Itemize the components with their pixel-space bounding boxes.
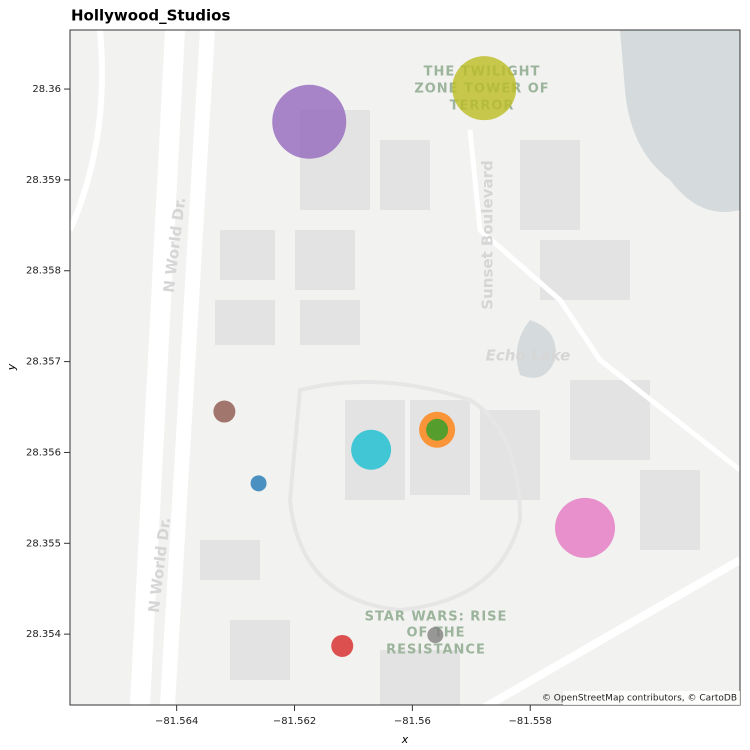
x-tick-label: −81.558 [509,716,552,727]
point [452,56,517,121]
point [272,84,347,159]
y-tick-label: 28.358 [26,266,61,277]
y-tick-label: 28.354 [26,629,61,640]
point [427,627,444,644]
attribution: © OpenStreetMap contributors, © CartoDB [542,694,737,704]
y-tick-label: 28.36 [32,84,61,95]
point [331,634,354,657]
point [555,497,616,558]
x-tick-label: −81.562 [273,716,316,727]
point [426,418,449,441]
basemap [70,30,740,705]
y-tick-label: 28.357 [26,357,61,368]
y-tick-label: 28.356 [26,447,61,458]
point [250,475,267,492]
attribution-bg [563,691,740,705]
plot-frame [69,29,741,706]
y-tick-label: 28.359 [26,175,61,186]
chart-title: Hollywood_Studios [71,7,230,25]
x-tick-label: −81.56 [394,716,431,727]
y-tick-label: 28.355 [26,538,61,549]
point [213,400,236,423]
x-tick-label: −81.564 [155,716,198,727]
point [351,429,392,470]
y-axis-label: y [5,363,18,371]
map-label: Echo Lake [486,347,571,365]
map-label: STAR WARS: RISE [365,610,508,625]
map-label: RESISTANCE [386,643,486,658]
map-label: Sunset Boulevard [479,160,497,309]
x-axis-label: x [401,733,409,746]
